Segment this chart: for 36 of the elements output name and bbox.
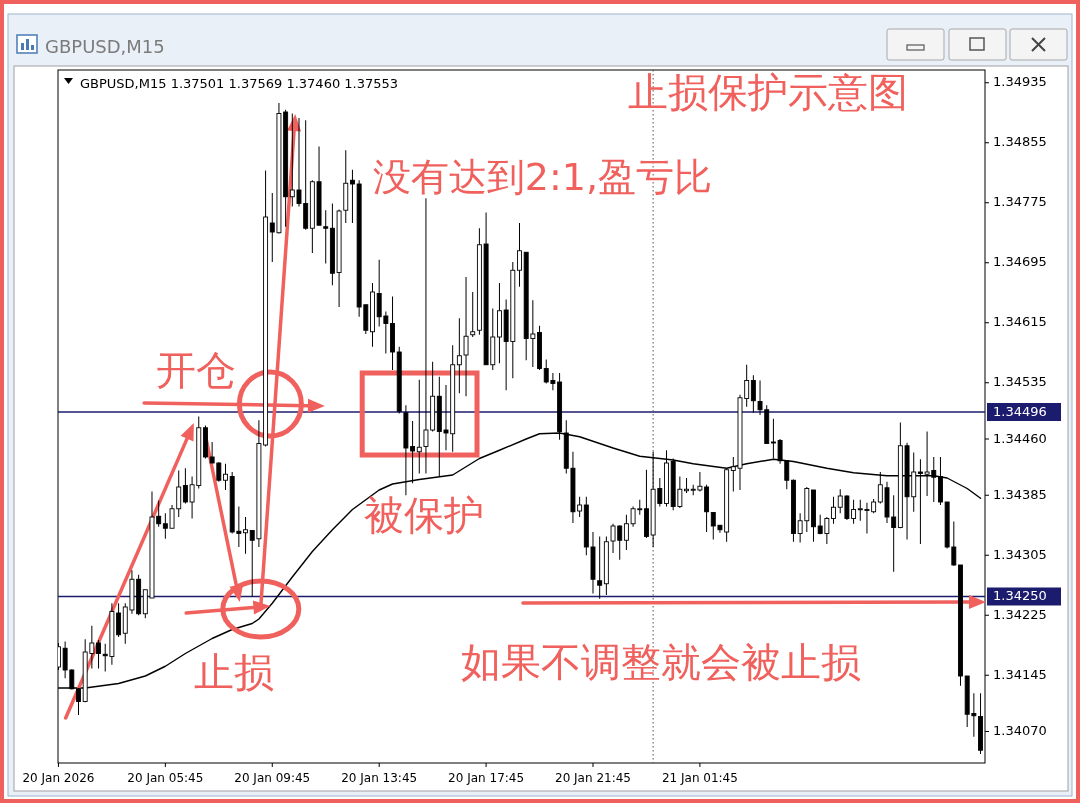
y-tick-label: 1.34385 [993, 486, 1047, 502]
text: GBPUSD,M15 [45, 36, 165, 57]
annotation: 如果不调整就会被止损 [460, 639, 861, 685]
y-tick-label: 1.34935 [993, 74, 1047, 90]
candlestick [223, 463, 228, 491]
candlestick [470, 291, 476, 338]
x-tick-label: 20 Jan 17:45 [448, 771, 525, 785]
x-tick-label: 20 Jan 13:45 [341, 771, 418, 785]
x-tick-label: 20 Jan 21:45 [555, 771, 631, 785]
text: GBPUSD,M15 1.37501 1.37569 1.37460 1.37553 [80, 76, 399, 91]
candlestick [517, 222, 522, 288]
candlestick [323, 209, 329, 264]
candlestick [597, 536, 603, 600]
annotation: 止损 [193, 649, 274, 695]
annotation: 被保护 [364, 492, 485, 538]
y-tick-label: 1.34070 [993, 723, 1047, 738]
y-tick-label: 1.34535 [993, 374, 1047, 390]
annotation: 没有达到2:1,盈亏比 [372, 155, 712, 199]
candlestick [416, 379, 422, 474]
annotation: 开仓 [155, 347, 236, 393]
ref-line-label: 1.34496 [993, 403, 1047, 419]
chart-title: 止损保护示意图 [628, 69, 909, 115]
y-tick-label: 1.34695 [993, 254, 1047, 270]
x-tick-label: 20 Jan 05:45 [127, 771, 204, 785]
y-tick-label: 1.34305 [993, 546, 1047, 562]
x-tick-label: 20 Jan 2026 [22, 771, 95, 785]
y-tick-label: 1.34615 [993, 314, 1047, 330]
y-tick-label: 1.34225 [993, 606, 1047, 622]
candlestick [750, 374, 756, 414]
x-tick-label: 20 Jan 09:45 [234, 771, 311, 785]
ref-line-label: 1.34250 [993, 588, 1047, 603]
y-tick-label: 1.34460 [993, 430, 1047, 446]
y-tick-label: 1.34145 [993, 666, 1047, 682]
y-tick-label: 1.34775 [993, 194, 1047, 210]
x-tick-label: 21 Jan 01:45 [661, 771, 738, 785]
y-tick-label: 1.34855 [993, 134, 1047, 150]
